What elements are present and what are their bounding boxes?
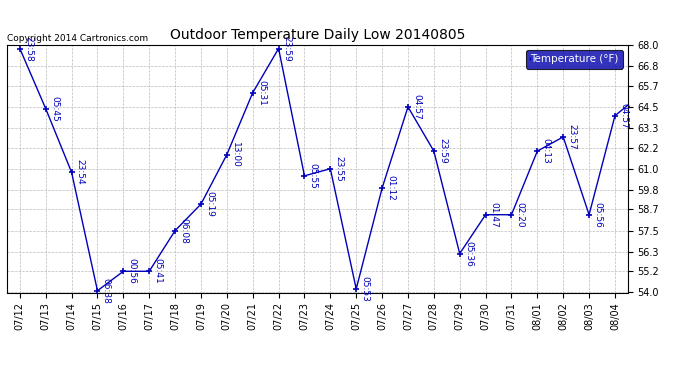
Text: 05:36: 05:36 bbox=[464, 241, 473, 267]
Text: 01:12: 01:12 bbox=[386, 176, 395, 201]
Text: 01:47: 01:47 bbox=[490, 202, 499, 228]
Text: 05:53: 05:53 bbox=[360, 276, 369, 302]
Text: 02:20: 02:20 bbox=[515, 202, 524, 228]
Text: 05:41: 05:41 bbox=[153, 258, 162, 284]
Text: 05:19: 05:19 bbox=[205, 191, 214, 217]
Text: 23:59: 23:59 bbox=[438, 138, 447, 164]
Legend: Temperature (°F): Temperature (°F) bbox=[526, 50, 622, 69]
Text: 13:00: 13:00 bbox=[231, 142, 240, 168]
Title: Outdoor Temperature Daily Low 20140805: Outdoor Temperature Daily Low 20140805 bbox=[170, 28, 465, 42]
Text: 06:08: 06:08 bbox=[179, 217, 188, 243]
Text: 05:31: 05:31 bbox=[257, 80, 266, 106]
Text: 23:57: 23:57 bbox=[567, 124, 576, 150]
Text: 23:56: 23:56 bbox=[0, 374, 1, 375]
Text: 23:54: 23:54 bbox=[76, 159, 85, 185]
Text: 05:55: 05:55 bbox=[308, 163, 317, 189]
Text: 23:58: 23:58 bbox=[24, 36, 33, 62]
Text: 05:45: 05:45 bbox=[50, 96, 59, 122]
Text: Copyright 2014 Cartronics.com: Copyright 2014 Cartronics.com bbox=[7, 33, 148, 42]
Text: 00:56: 00:56 bbox=[128, 258, 137, 284]
Text: 04:57: 04:57 bbox=[412, 94, 421, 120]
Text: 04:57: 04:57 bbox=[619, 103, 628, 129]
Text: 23:55: 23:55 bbox=[335, 156, 344, 182]
Text: 23:59: 23:59 bbox=[283, 36, 292, 62]
Text: 04:13: 04:13 bbox=[542, 138, 551, 164]
Text: 06:38: 06:38 bbox=[101, 278, 110, 304]
Text: 05:56: 05:56 bbox=[593, 202, 602, 228]
